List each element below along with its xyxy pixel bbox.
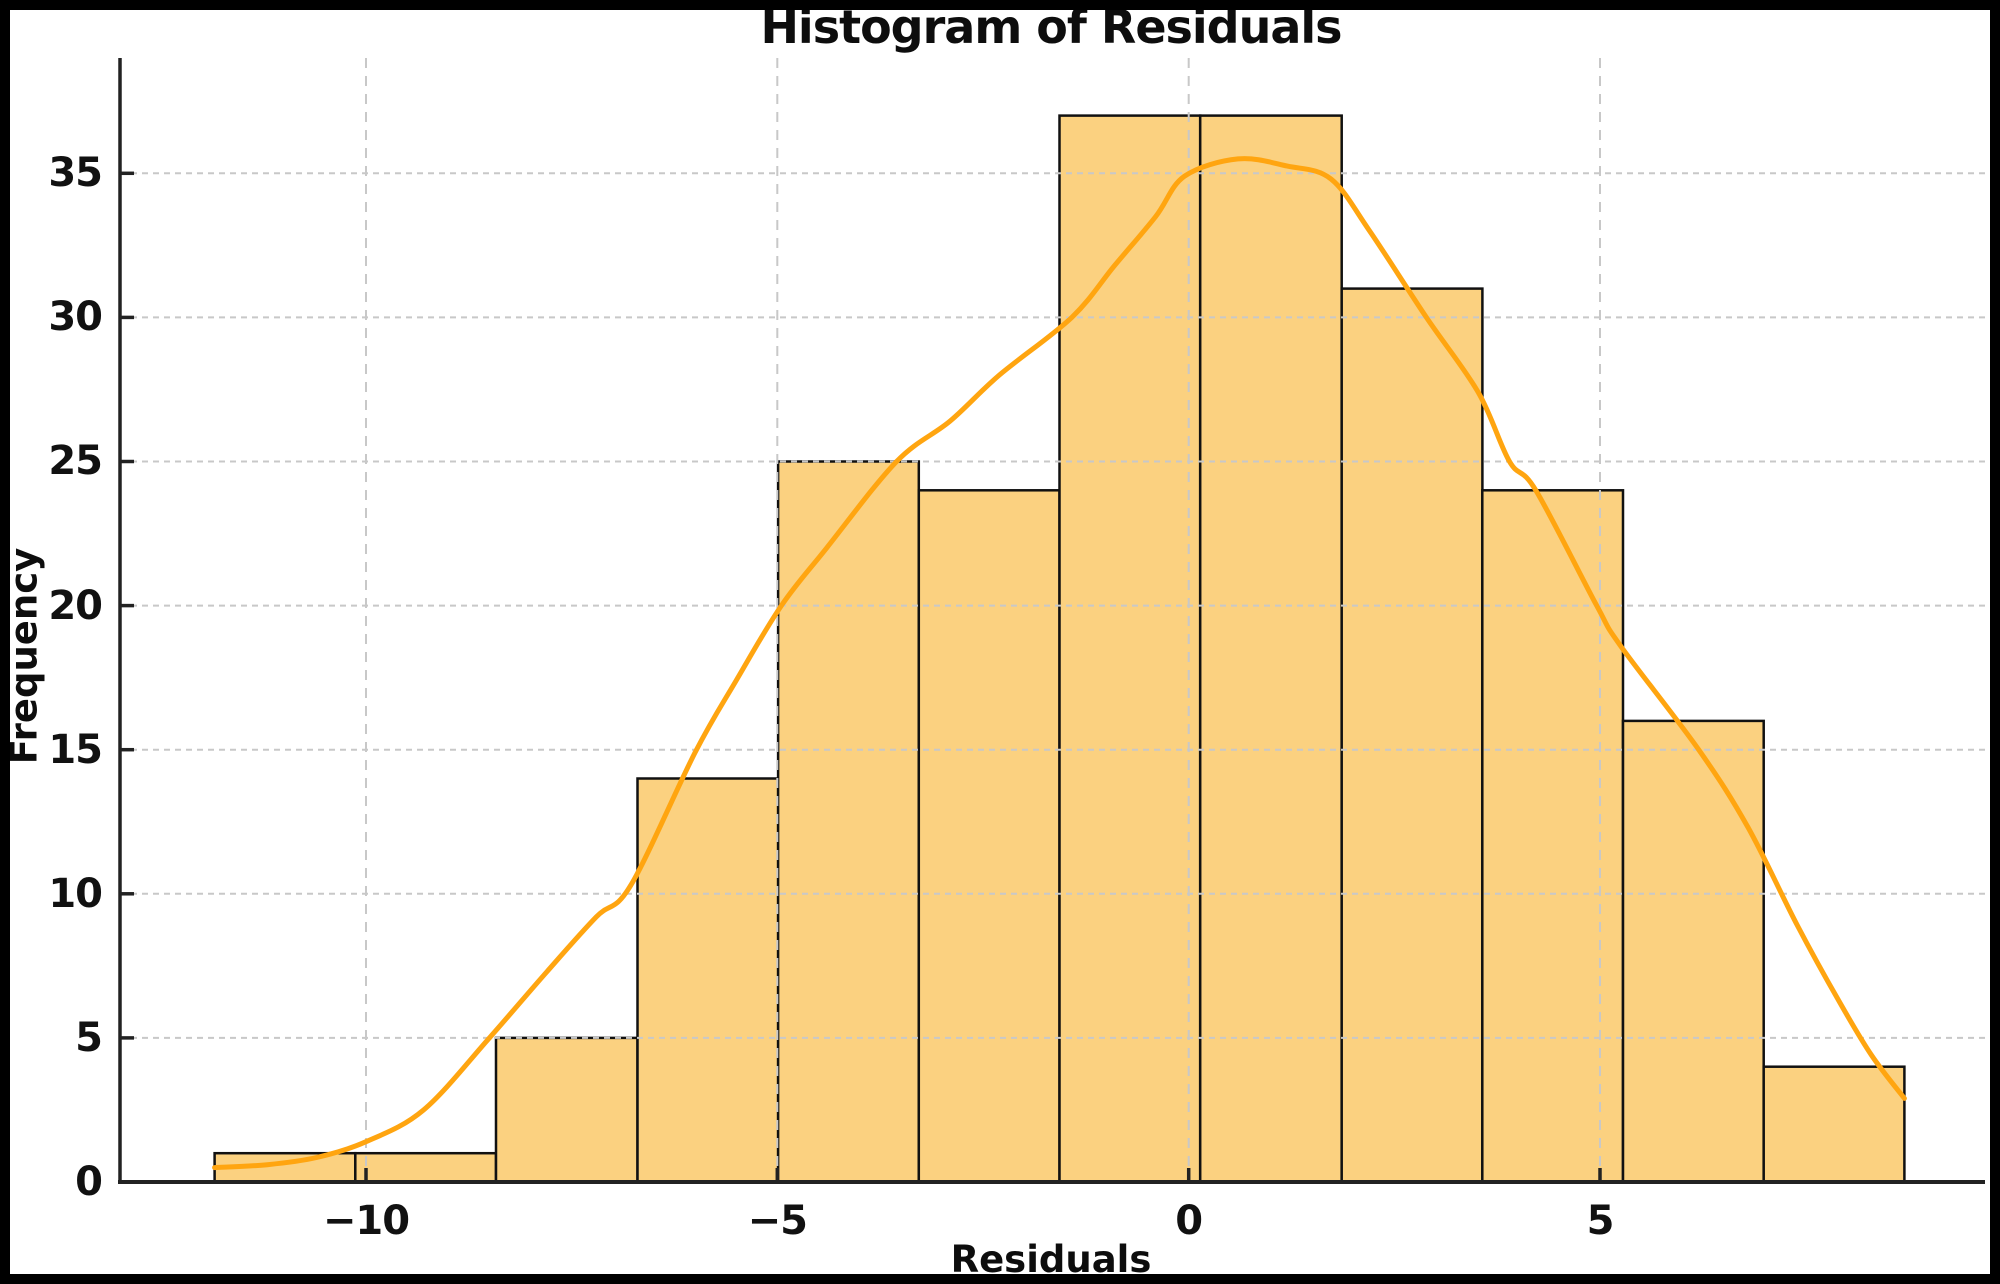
histogram-bar	[1762, 1065, 1906, 1184]
y-tick-label: 0	[75, 1159, 103, 1205]
histogram-bar	[1481, 489, 1625, 1184]
y-tick-label: 25	[48, 438, 103, 485]
kde-curve	[212, 156, 1907, 1171]
x-tick-label: 0	[1175, 1198, 1203, 1244]
y-tick-label: 5	[75, 1014, 103, 1061]
x-axis-label: Residuals	[950, 1238, 1152, 1281]
x-tick-label: −10	[322, 1198, 410, 1244]
histogram-bar	[636, 777, 780, 1184]
histogram-bar	[354, 1151, 498, 1184]
histogram-bar	[776, 460, 921, 1184]
chart-title: Histogram of Residuals	[760, 0, 1342, 54]
y-tick-label: 15	[48, 726, 103, 773]
y-tick-label: 30	[48, 294, 103, 341]
histogram-bar	[1340, 287, 1484, 1184]
y-tick-label: 10	[48, 870, 103, 917]
y-tick-label: 35	[48, 150, 103, 197]
x-tick-label: −5	[747, 1198, 808, 1244]
histogram-bar	[1058, 114, 1202, 1184]
histogram-bar	[917, 489, 1061, 1184]
y-tick-label: 20	[48, 582, 103, 629]
histogram-bar	[1621, 719, 1765, 1184]
histogram-bar	[494, 1036, 639, 1184]
x-tick-label: 5	[1586, 1198, 1615, 1244]
histogram-bar	[1198, 114, 1343, 1184]
